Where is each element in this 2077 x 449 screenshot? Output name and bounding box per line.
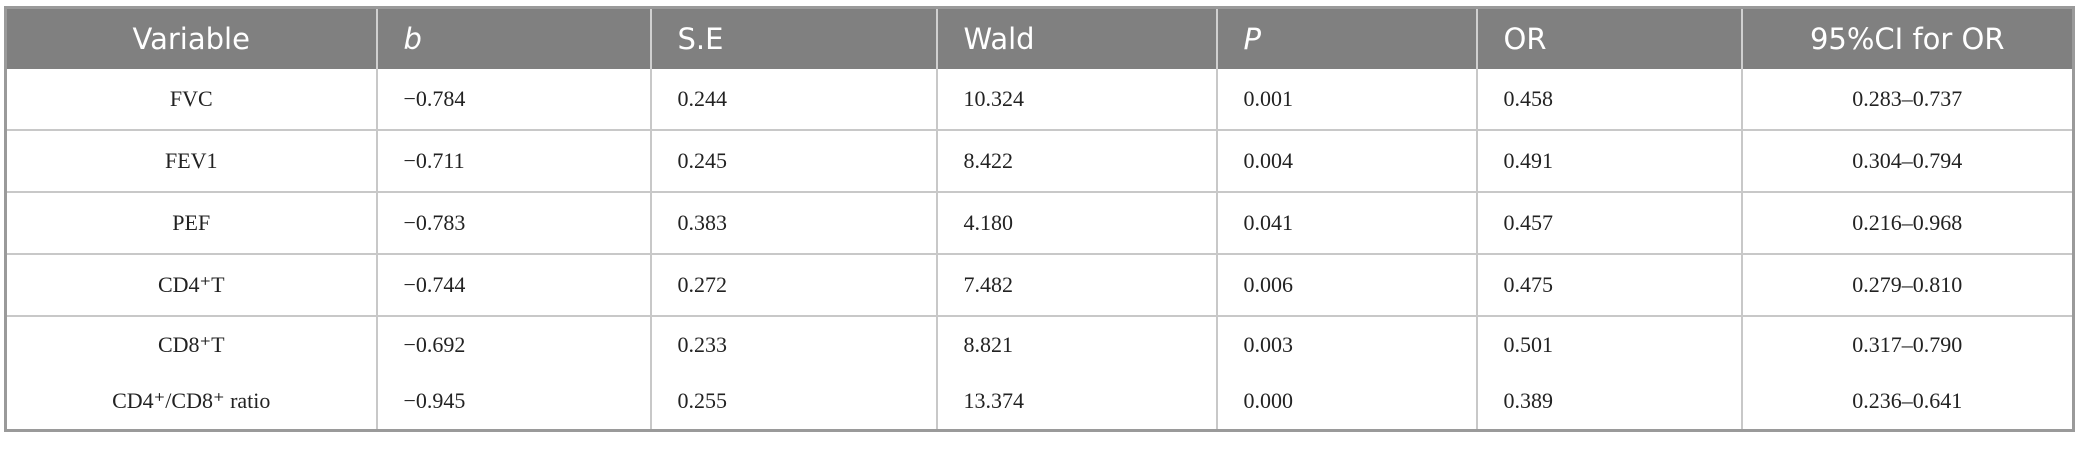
value-cell: −0.692 <box>375 316 651 373</box>
header-cell: b <box>375 7 651 69</box>
value-cell: 0.304–0.794 <box>1740 130 2074 193</box>
value-cell: 0.272 <box>649 254 937 317</box>
table-row: CD4⁺T −0.744 0.272 7.482 0.006 0.475 0.279–0.8… <box>5 254 2074 317</box>
value-cell: 4.180 <box>935 192 1217 255</box>
value-cell: 0.475 <box>1475 254 1742 317</box>
value-cell: 0.233 <box>649 316 937 373</box>
value-cell: 0.006 <box>1215 254 1477 317</box>
value-cell: 0.001 <box>1215 69 1477 131</box>
table-row: PEF −0.783 0.383 4.180 0.041 0.457 0.216–0.968 <box>5 192 2074 255</box>
value-cell: 0.041 <box>1215 192 1477 255</box>
value-cell: 0.244 <box>649 69 937 131</box>
value-cell: −0.783 <box>375 192 651 255</box>
header-cell: Variable <box>5 7 377 69</box>
value-cell: 0.236–0.641 <box>1740 373 2074 432</box>
value-cell: 7.482 <box>935 254 1217 317</box>
header-cell: P <box>1215 7 1477 69</box>
table-row: FVC −0.784 0.244 10.324 0.001 0.458 0.283–0.73… <box>5 69 2074 131</box>
value-cell: 0.383 <box>649 192 937 255</box>
value-cell: 0.216–0.968 <box>1740 192 2074 255</box>
value-cell: 13.374 <box>935 373 1217 432</box>
value-cell: 0.283–0.737 <box>1740 69 2074 131</box>
regression-table: Variable b S.E Wald P OR 95%CI for OR FVC −0.78… <box>4 6 2075 432</box>
value-cell: −0.945 <box>375 373 651 432</box>
variable-cell: CD4⁺/CD8⁺ ratio <box>5 373 377 432</box>
header-cell: S.E <box>649 7 937 69</box>
header-cell: 95%CI for OR <box>1740 7 2074 69</box>
value-cell: 0.389 <box>1475 373 1742 432</box>
value-cell: 8.821 <box>935 316 1217 373</box>
value-cell: 0.457 <box>1475 192 1742 255</box>
header-cell: Wald <box>935 7 1217 69</box>
variable-cell: FVC <box>5 69 377 131</box>
value-cell: −0.744 <box>375 254 651 317</box>
value-cell: 0.003 <box>1215 316 1477 373</box>
value-cell: 8.422 <box>935 130 1217 193</box>
value-cell: 10.324 <box>935 69 1217 131</box>
value-cell: −0.784 <box>375 69 651 131</box>
value-cell: 0.501 <box>1475 316 1742 373</box>
variable-cell: FEV1 <box>5 130 377 193</box>
value-cell: 0.279–0.810 <box>1740 254 2074 317</box>
table-body: FVC −0.784 0.244 10.324 0.001 0.458 0.283–0.73… <box>5 69 2074 432</box>
value-cell: 0.317–0.790 <box>1740 316 2074 373</box>
value-cell: 0.004 <box>1215 130 1477 193</box>
value-cell: 0.491 <box>1475 130 1742 193</box>
value-cell: −0.711 <box>375 130 651 193</box>
header-row: Variable b S.E Wald P OR 95%CI for OR <box>5 7 2074 69</box>
header-cell: OR <box>1475 7 1742 69</box>
table-row: CD8⁺T −0.692 0.233 8.821 0.003 0.501 0.317–0.7… <box>6 316 2074 373</box>
variable-cell: CD8⁺T <box>157 332 225 357</box>
table-row: CD4⁺/CD8⁺ ratio −0.945 0.255 13.374 0.000 0.3… <box>5 373 2074 432</box>
variable-cell: CD4⁺T <box>5 254 377 317</box>
table-row: FEV1 −0.711 0.245 8.422 0.004 0.491 0.304–0.79… <box>5 130 2074 193</box>
value-cell: 0.255 <box>649 373 937 432</box>
value-cell: 0.000 <box>1215 373 1477 432</box>
variable-cell: PEF <box>5 192 377 255</box>
value-cell: 0.458 <box>1475 69 1742 131</box>
value-cell: 0.245 <box>649 130 937 193</box>
